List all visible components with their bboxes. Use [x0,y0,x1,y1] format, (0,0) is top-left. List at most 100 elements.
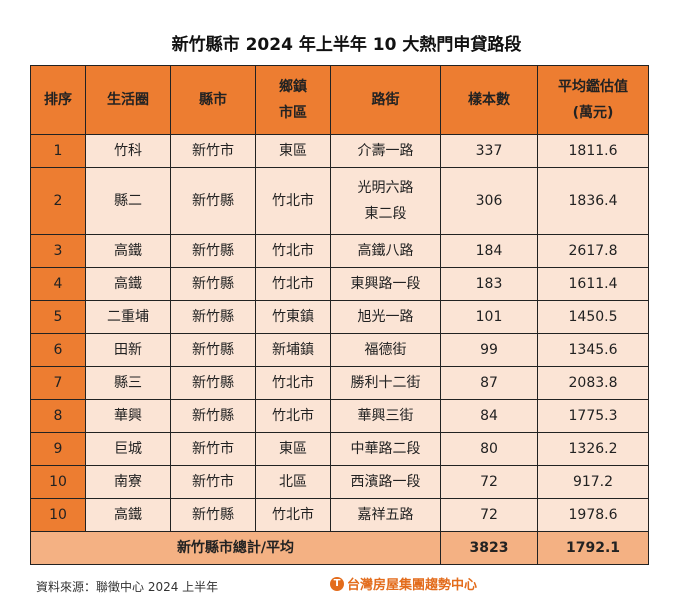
table-cell: 竹北市 [255,234,331,268]
table-row: 8 華興 新竹縣 竹北市 華興三街 84 1775.3 [30,399,649,433]
table-cell: 1775.3 [537,399,649,433]
column-header: 鄉鎮 市區 [255,65,331,135]
table-cell: 80 [440,432,538,466]
table-cell: 高鐵 [85,234,171,268]
logo-icon: T [330,576,344,591]
table-cell: 72 [440,465,538,499]
table-row: 3 高鐵 新竹縣 竹北市 高鐵八路 184 2617.8 [30,234,649,268]
table-cell: 3 [30,234,86,268]
table-cell: 嘉祥五路 [330,498,441,532]
table-cell: 10 [30,465,86,499]
table-cell: 南寮 [85,465,171,499]
table-cell: 306 [440,167,538,235]
table-row: 7 縣三 新竹縣 竹北市 勝利十二街 87 2083.8 [30,366,649,400]
table-cell: 6 [30,333,86,367]
table-cell: 1345.6 [537,333,649,367]
table-cell: 1811.6 [537,134,649,168]
table-cell: 高鐵 [85,498,171,532]
table-cell: 84 [440,399,538,433]
table-cell: 竹東鎮 [255,300,331,334]
table-cell: 72 [440,498,538,532]
table-row: 1 竹科 新竹市 東區 介壽一路 337 1811.6 [30,134,649,168]
source-note: 資料來源：聯徵中心 2024 上半年 [36,580,219,594]
table-cell: 新竹縣 [170,167,256,235]
table-cell: 勝利十二街 [330,366,441,400]
table-cell: 北區 [255,465,331,499]
table-cell: 99 [440,333,538,367]
table-row: 10 高鐵 新竹縣 竹北市 嘉祥五路 72 1978.6 [30,498,649,532]
table-cell: 1836.4 [537,167,649,235]
table-cell: 巨城 [85,432,171,466]
total-avg: 1792.1 [537,531,649,565]
table-cell: 東區 [255,432,331,466]
table-cell: 新埔鎮 [255,333,331,367]
table-cell: 新竹縣 [170,234,256,268]
table-cell: 新竹市 [170,465,256,499]
table-cell: 新竹縣 [170,399,256,433]
table-cell: 竹科 [85,134,171,168]
table-cell: 新竹縣 [170,498,256,532]
table-cell: 竹北市 [255,498,331,532]
table-row: 5 二重埔 新竹縣 竹東鎮 旭光一路 101 1450.5 [30,300,649,334]
table-cell: 1 [30,134,86,168]
table-cell: 5 [30,300,86,334]
table-cell: 87 [440,366,538,400]
table-row: 2 縣二 新竹縣 竹北市 光明六路 東二段 306 1836.4 [30,167,649,235]
logo: T 台灣房屋集團趨勢中心 [330,574,477,593]
column-header: 路街 [330,65,441,135]
table-cell: 新竹縣 [170,333,256,367]
table-cell: 9 [30,432,86,466]
table-cell: 337 [440,134,538,168]
table-cell: 東區 [255,134,331,168]
column-header: 樣本數 [440,65,538,135]
table-cell: 新竹縣 [170,300,256,334]
table-cell: 竹北市 [255,167,331,235]
table-cell: 1450.5 [537,300,649,334]
table-cell: 4 [30,267,86,301]
table-cell: 7 [30,366,86,400]
table-cell: 新竹市 [170,432,256,466]
table-cell: 2 [30,167,86,235]
table-cell: 2617.8 [537,234,649,268]
total-label: 新竹縣市總計/平均 [30,531,441,565]
column-header: 縣市 [170,65,256,135]
table-cell: 8 [30,399,86,433]
table-cell: 二重埔 [85,300,171,334]
table-cell: 184 [440,234,538,268]
header-row: 排序 生活圈 縣市 鄉鎮 市區 路街 樣本數 平均鑑估值 (萬元) [30,65,649,135]
table-cell: 新竹縣 [170,366,256,400]
column-header: 平均鑑估值 (萬元) [537,65,649,135]
table-cell: 華興三街 [330,399,441,433]
table-title: 新竹縣市 2024 年上半年 10 大熱門申貸路段 [171,35,522,55]
table-cell: 旭光一路 [330,300,441,334]
table-cell: 101 [440,300,538,334]
table-cell: 竹北市 [255,267,331,301]
table-cell: 竹北市 [255,366,331,400]
table-cell: 福德街 [330,333,441,367]
table-cell: 新竹縣 [170,267,256,301]
logo-text: 台灣房屋集團趨勢中心 [347,578,478,593]
table-cell: 縣三 [85,366,171,400]
table-cell: 田新 [85,333,171,367]
column-header: 排序 [30,65,86,135]
table-cell: 1611.4 [537,267,649,301]
table-cell: 183 [440,267,538,301]
hot-loan-roads-table: 排序 生活圈 縣市 鄉鎮 市區 路街 樣本數 平均鑑估值 (萬元) 1 竹科 新竹市 東區 介壽一路… [30,65,649,565]
table-row: 4 高鐵 新竹縣 竹北市 東興路一段 183 1611.4 [30,267,649,301]
column-header: 生活圈 [85,65,171,135]
table-cell: 2083.8 [537,366,649,400]
table-cell: 華興 [85,399,171,433]
table-cell: 高鐵八路 [330,234,441,268]
table-cell: 1326.2 [537,432,649,466]
table-cell: 高鐵 [85,267,171,301]
table-cell: 竹北市 [255,399,331,433]
table-cell: 中華路二段 [330,432,441,466]
table-cell: 西濱路一段 [330,465,441,499]
table-cell: 新竹市 [170,134,256,168]
total-row: 新竹縣市總計/平均 3823 1792.1 [30,531,649,565]
table-cell: 東興路一段 [330,267,441,301]
table-cell: 1978.6 [537,498,649,532]
table-row: 6 田新 新竹縣 新埔鎮 福德街 99 1345.6 [30,333,649,367]
table-cell: 光明六路 東二段 [330,167,441,235]
table-cell: 縣二 [85,167,171,235]
